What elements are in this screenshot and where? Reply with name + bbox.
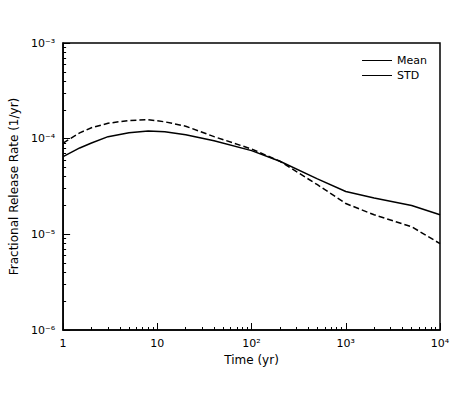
svg-text:10⁻⁵: 10⁻⁵	[31, 228, 55, 241]
svg-text:Mean: Mean	[397, 54, 427, 67]
svg-text:10⁻⁶: 10⁻⁶	[31, 324, 56, 337]
svg-text:10⁻⁴: 10⁻⁴	[31, 132, 56, 145]
svg-text:10³: 10³	[337, 337, 355, 350]
svg-text:STD: STD	[397, 69, 419, 82]
svg-text:Time (yr): Time (yr)	[223, 353, 279, 367]
svg-text:10²: 10²	[242, 337, 260, 350]
svg-text:Fractional Release Rate (1/yr): Fractional Release Rate (1/yr)	[7, 98, 21, 276]
svg-text:10⁻³: 10⁻³	[31, 37, 55, 50]
svg-text:10: 10	[150, 337, 164, 350]
svg-text:10⁴: 10⁴	[431, 337, 450, 350]
svg-text:1: 1	[60, 337, 67, 350]
